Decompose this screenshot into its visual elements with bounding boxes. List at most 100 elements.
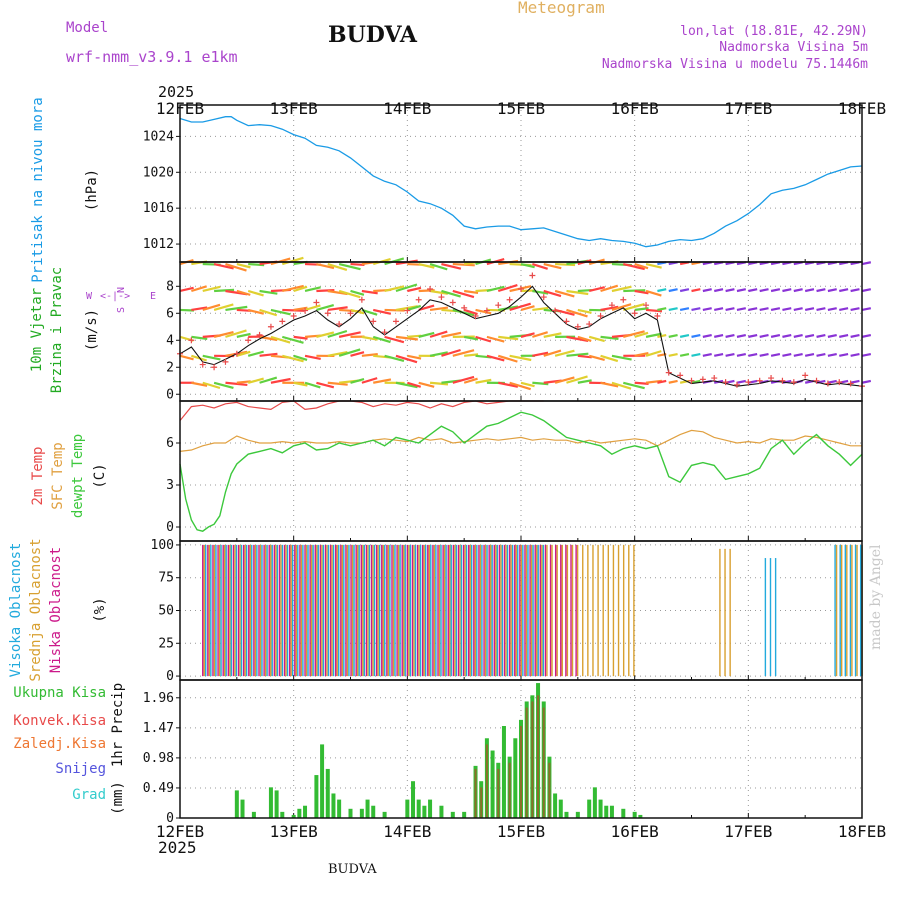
wind-arrow: [645, 332, 662, 338]
precip-total-bar: [280, 811, 285, 818]
wind-arrow: [861, 307, 872, 312]
wind-arrow: [566, 352, 589, 357]
wind-arrow: [657, 307, 667, 312]
precip-total-bar: [348, 808, 353, 818]
wind-arrow: [668, 307, 678, 312]
wind-gust-marker: [552, 307, 559, 314]
precip-total-bar: [320, 744, 325, 818]
wind-arrow: [554, 289, 575, 298]
wind-arrow: [679, 352, 690, 357]
wind-arrow: [554, 349, 575, 357]
wind-arrow: [452, 289, 475, 299]
y-tick-label: 1016: [143, 201, 174, 216]
wind-arrow: [702, 352, 712, 357]
wind-gust-marker: [518, 285, 524, 292]
wind-arrow: [475, 308, 492, 315]
wind-arrow: [498, 305, 519, 312]
wind-arrow: [850, 334, 860, 338]
wind-gust-marker: [483, 307, 490, 314]
wind-arrow: [725, 352, 735, 357]
wind-arrow: [736, 307, 747, 312]
wind-arrow: [861, 334, 872, 338]
wind-gust-marker: [199, 361, 206, 368]
precip-ylabel: 1hr Precip: [110, 683, 126, 767]
wind-arrow: [600, 335, 619, 340]
sfc-temp-line: [179, 429, 862, 452]
wind-arrow: [486, 354, 505, 362]
wind-arrow: [850, 379, 860, 384]
precip-total-bar: [268, 787, 273, 818]
wind-arrow: [679, 288, 690, 293]
wind-arrow: [600, 284, 619, 293]
wind-arrow: [384, 257, 405, 266]
temp-units: (C): [92, 463, 108, 488]
y-tick-label: 0.49: [143, 781, 174, 796]
wind-arrow: [248, 262, 265, 267]
wind-arrow: [429, 330, 448, 338]
wind-arrow: [372, 308, 392, 315]
wind-gust-marker: [495, 302, 502, 309]
precip-total-bar: [274, 790, 279, 818]
wind-arrow: [373, 378, 392, 384]
wind-arrow: [816, 334, 826, 338]
wind-arrow: [816, 352, 826, 357]
wind-arrow: [418, 304, 435, 311]
wind-gust-marker: [563, 318, 570, 325]
wind-arrow: [429, 381, 449, 386]
wind-arrow: [543, 262, 562, 270]
precip-total-bar: [558, 799, 563, 818]
wind-arrow: [623, 330, 645, 338]
y-tick-label: 0: [166, 811, 174, 826]
wind-arrow: [679, 334, 690, 338]
wind-arrow: [645, 262, 662, 269]
wind-arrow: [316, 381, 335, 389]
wind-arrow: [759, 288, 769, 293]
model-name: wrf-nmm_v3.9.1 e1km: [66, 48, 238, 66]
wind-arrow: [316, 303, 335, 311]
wind-arrow: [634, 307, 649, 312]
wind-arrow: [316, 288, 335, 293]
y-tick-label: 1012: [143, 237, 174, 252]
wind-arrow: [498, 335, 519, 341]
wind-arrow: [782, 334, 792, 338]
wind-arrow: [372, 335, 391, 344]
wind-arrow: [532, 262, 548, 270]
precip-total-bar: [501, 726, 506, 818]
wind-arrow: [247, 377, 264, 384]
y-tick-label: 0.98: [143, 751, 174, 766]
wind-gust-marker: [722, 379, 729, 386]
precip-legend-0: Ukupna Kisa: [13, 685, 106, 701]
wind-arrow: [645, 379, 663, 384]
x-tick-label-bottom: 16FEB: [611, 822, 659, 841]
precip-conv-bar: [525, 707, 528, 818]
precip-conv-bar: [480, 787, 483, 818]
wind-arrow: [566, 308, 588, 318]
wind-arrow: [520, 262, 535, 269]
precip-legend-3: Snijeg: [55, 761, 106, 777]
wind-gust-marker: [779, 377, 786, 384]
wind-arrow: [338, 348, 361, 357]
wind-arrow: [611, 381, 632, 390]
wind-arrow: [600, 354, 619, 363]
x-tick-label-top: 13FEB: [270, 99, 318, 118]
wind-gust-marker: [461, 304, 468, 311]
wind-arrow: [691, 334, 701, 338]
precip-total-bar: [450, 811, 455, 818]
wind-ylabel-1: 10m Vjetar: [29, 288, 45, 372]
wind-gust-marker: [313, 299, 320, 306]
precip-conv-bar: [542, 707, 545, 818]
wind-arrow: [338, 262, 361, 271]
wind-gust-marker: [631, 310, 638, 317]
wind-arrow: [543, 332, 562, 338]
wind-arrow: [213, 303, 234, 311]
wind-dir-e: E: [150, 291, 156, 302]
wind-arrow: [657, 334, 667, 338]
wind-arrow: [452, 375, 475, 384]
wind-arrow: [509, 381, 531, 391]
wind-gust-marker: [290, 312, 297, 319]
wind-arrow: [827, 288, 837, 293]
wind-arrow: [634, 331, 649, 338]
wind-arrow: [498, 381, 519, 388]
wind-arrow: [316, 331, 335, 338]
precip-legend-4: Grad: [72, 787, 106, 803]
